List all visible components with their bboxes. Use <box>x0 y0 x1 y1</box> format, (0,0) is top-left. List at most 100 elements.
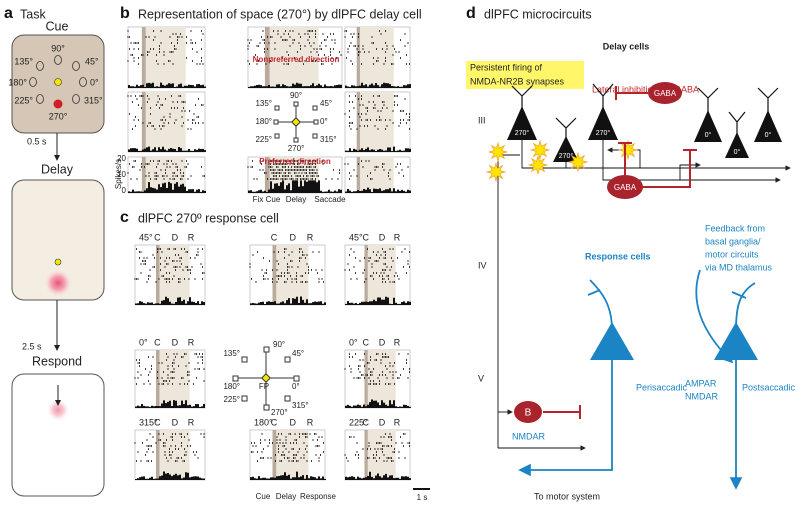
x-label: Cue <box>256 492 271 501</box>
compass-label: 135° <box>223 349 240 358</box>
cell-label: Postsaccadic <box>742 382 796 392</box>
compass-label: 0° <box>292 382 300 391</box>
output-label: To motor system <box>534 491 600 501</box>
delay-screen <box>11 179 105 301</box>
compass-label: 180° <box>223 382 240 391</box>
spike-raster <box>344 248 410 283</box>
cell-label: 45° <box>139 232 153 242</box>
stage-label: Cue <box>46 19 69 33</box>
cell-label: 225° <box>349 417 368 427</box>
histogram <box>128 181 206 193</box>
interval: 0.5 s <box>27 136 47 146</box>
epoch-label: R <box>394 417 401 427</box>
compass-label: 270° <box>288 144 305 153</box>
annotation: Preferred direction <box>259 157 331 166</box>
compass-label: 90° <box>290 91 302 100</box>
x-label: Delay <box>276 492 296 501</box>
x-label: Fix <box>253 195 264 204</box>
cue-band <box>272 245 277 305</box>
histogram <box>248 82 342 88</box>
epoch-label: C <box>363 232 370 242</box>
cell-label: Perisaccadic <box>636 382 688 392</box>
compass-label: 270° <box>271 408 288 417</box>
histogram <box>128 82 206 88</box>
annotation: via MD thalamus <box>705 262 773 272</box>
histogram <box>248 180 342 193</box>
panel-title: Task <box>20 7 46 21</box>
angle-label: 180° <box>8 77 27 87</box>
epoch-label: C <box>154 232 161 242</box>
gaba-cell <box>607 175 643 199</box>
epoch-label: D <box>172 417 179 427</box>
histogram <box>135 400 205 408</box>
epoch-label: D <box>290 417 297 427</box>
angle-label: 270° <box>49 111 68 121</box>
panel-a: a Task Cue 90° 45° 0° 315° 270° 225° 180… <box>4 5 105 497</box>
epoch-label: D <box>172 337 179 347</box>
gaba-cell <box>648 82 682 104</box>
histogram <box>345 296 411 305</box>
heading: Response cells <box>585 251 651 261</box>
cue-band <box>156 430 160 480</box>
annotation: Persistent firing of <box>470 62 543 72</box>
cue-band <box>141 27 146 88</box>
axons <box>497 140 791 451</box>
histogram <box>135 296 205 305</box>
spike-raster <box>249 248 324 283</box>
cell-label: 0° <box>734 148 741 156</box>
synapse-burst <box>487 141 509 163</box>
spike-raster <box>127 160 205 180</box>
postsaccadic-cell <box>714 322 758 360</box>
basket-cell <box>514 401 542 423</box>
epoch-label: C <box>154 417 161 427</box>
histogram <box>250 471 326 480</box>
stage-label: Delay <box>41 162 74 176</box>
layer-label: IV <box>478 260 487 270</box>
cell-label: B <box>525 408 532 419</box>
epoch-label: C <box>363 417 370 427</box>
epoch-label: R <box>188 417 195 427</box>
synapse-burst <box>529 139 551 161</box>
cell-label: 315° <box>139 417 158 427</box>
synapse-bursts <box>485 139 639 183</box>
cell-label: 180° <box>254 417 273 427</box>
delay-shade <box>359 27 394 88</box>
highlight <box>466 61 584 89</box>
synapse-burst <box>567 151 589 173</box>
annotation: Feedback from <box>705 223 765 233</box>
cell-label: 270° <box>515 129 530 137</box>
cell-label: 0° <box>349 337 358 347</box>
angle-label: 0° <box>90 77 99 87</box>
histogram <box>135 471 205 480</box>
delay-shade <box>367 350 396 408</box>
y-axis-label: Spikes/s <box>114 159 123 189</box>
y-tick-label: 10 <box>117 170 126 179</box>
panel-letter: a <box>4 5 13 22</box>
cell-label: 0° <box>139 337 148 347</box>
epoch-label: D <box>290 232 297 242</box>
angle-label: 225° <box>14 95 33 105</box>
angle-label: 45° <box>85 56 99 66</box>
delay-shade <box>269 27 319 88</box>
compass-label: 45° <box>292 349 304 358</box>
panel-b: b Representation of space (270°) by dlPF… <box>114 5 422 204</box>
spike-raster <box>134 353 205 385</box>
stage-label: Respond <box>32 354 82 368</box>
cue-target <box>53 99 63 109</box>
spike-raster <box>344 353 410 385</box>
spike-raster <box>127 95 204 130</box>
histogram <box>345 82 411 88</box>
layer-label: V <box>478 373 484 383</box>
compass-label: 0° <box>320 117 328 126</box>
synapse-burst <box>617 139 639 161</box>
annotation: basal ganglia/ <box>705 236 761 246</box>
epoch-label: C <box>154 337 161 347</box>
cue-band <box>156 245 160 305</box>
compass-label: 90° <box>273 340 285 349</box>
compass-label: 315° <box>320 135 337 144</box>
spike-raster <box>247 160 340 180</box>
compass-label: 225° <box>223 395 240 404</box>
spike-raster <box>251 433 324 462</box>
perisaccadic-cell <box>590 322 634 360</box>
